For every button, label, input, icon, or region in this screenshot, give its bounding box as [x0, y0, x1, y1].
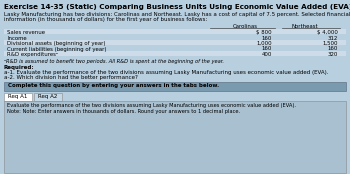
Text: a-2. Which division had the better performance?: a-2. Which division had the better perfo… [4, 75, 138, 80]
Text: Required:: Required: [4, 65, 35, 70]
Text: Northeast: Northeast [292, 23, 318, 29]
Text: Evaluate the performance of the two divisions assuming Lasky Manufacturing uses : Evaluate the performance of the two divi… [7, 104, 296, 109]
Text: 1,000: 1,000 [256, 41, 272, 46]
Text: 312: 312 [328, 35, 338, 41]
Bar [34, 93, 62, 101]
Text: $ 800: $ 800 [256, 30, 272, 35]
Bar [4, 34, 346, 40]
Text: 1,500: 1,500 [322, 41, 338, 46]
Bar [4, 45, 346, 51]
Text: Current liabilities (beginning of year): Current liabilities (beginning of year) [7, 46, 106, 52]
Text: $ 4,000: $ 4,000 [317, 30, 338, 35]
Text: 160: 160 [262, 46, 272, 52]
Text: Carolinas: Carolinas [232, 23, 258, 29]
Text: Exercise 14-35 (Static) Comparing Business Units Using Economic Value Added (EVA: Exercise 14-35 (Static) Comparing Busine… [4, 3, 350, 10]
Text: a-1. Evaluate the performance of the two divisions assuming Lasky Manufacturing : a-1. Evaluate the performance of the two… [4, 70, 329, 75]
Text: Lasky Manufacturing has two divisions: Carolinas and Northeast. Lasky has a cost: Lasky Manufacturing has two divisions: C… [4, 12, 350, 17]
Bar [4, 81, 346, 90]
Text: Req A2: Req A2 [38, 94, 58, 99]
Text: 400: 400 [262, 52, 272, 57]
Text: 160: 160 [328, 46, 338, 52]
Text: R&D expendituresᵃ: R&D expendituresᵃ [7, 52, 58, 57]
Text: ᵃR&D is assumed to benefit two periods. All R&D is spent at the beginning of the: ᵃR&D is assumed to benefit two periods. … [4, 58, 224, 64]
Text: Sales revenue: Sales revenue [7, 30, 45, 35]
Text: Complete this question by entering your answers in the tabs below.: Complete this question by entering your … [8, 84, 219, 89]
Bar [4, 101, 346, 173]
Text: Req A1: Req A1 [8, 94, 28, 99]
Text: Note: Note: Enter answers in thousands of dollars. Round your answers to 1 decim: Note: Note: Enter answers in thousands o… [7, 109, 240, 113]
Text: 320: 320 [328, 52, 338, 57]
Text: 160: 160 [262, 35, 272, 41]
Text: Income: Income [7, 35, 27, 41]
Bar [4, 40, 346, 45]
Bar [4, 93, 32, 101]
Bar [4, 29, 346, 34]
Text: information (in thousands of dollars) for the first year of business follows:: information (in thousands of dollars) fo… [4, 17, 207, 22]
Bar [4, 51, 346, 56]
Text: Divisional assets (beginning of year): Divisional assets (beginning of year) [7, 41, 105, 46]
